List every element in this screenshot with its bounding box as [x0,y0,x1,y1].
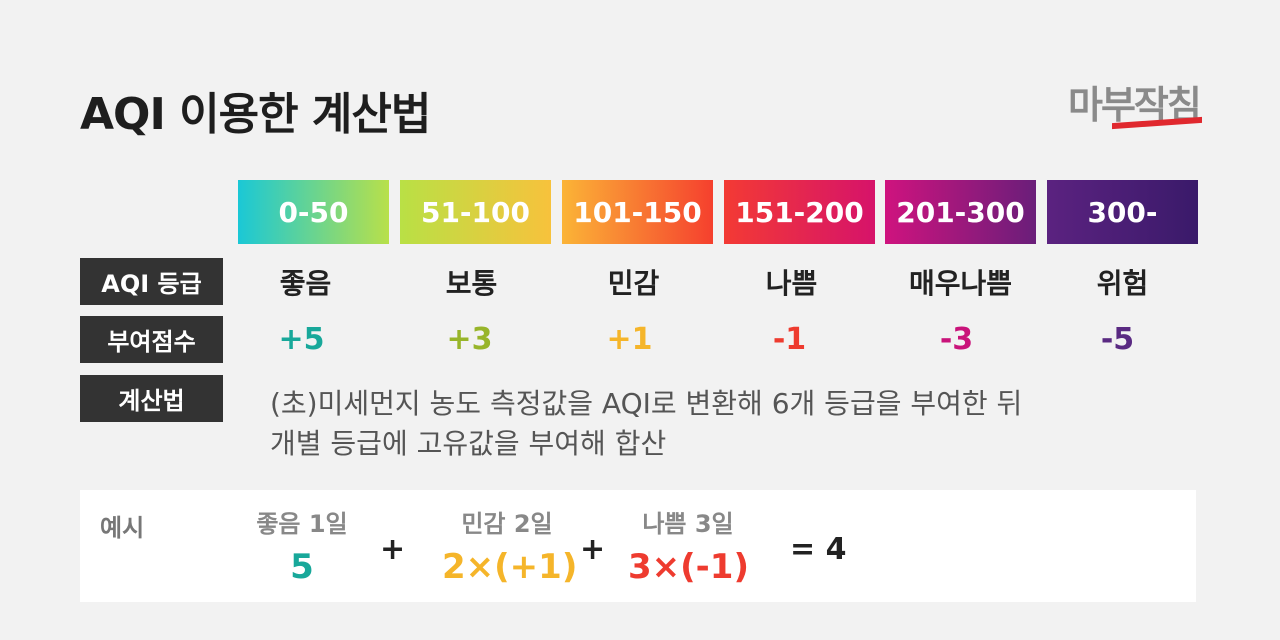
plus-sign: + [580,532,606,567]
score-3: -1 [772,322,807,357]
range-box-0: 0-50 [238,180,389,244]
range-box-4: 201-300 [885,180,1036,244]
grade-3: 나쁨 [765,267,818,300]
method-row-label: 계산법 [80,375,223,422]
score-1: +3 [446,322,493,357]
example-caption: 좋음 1일 [256,510,348,538]
example-label: 예시 [100,514,145,542]
range-box-3: 151-200 [724,180,875,244]
method-line-1: (초)미세먼지 농도 측정값을 AQI로 변환해 6개 등급을 부여한 뒤 [270,387,1023,420]
score-5: -5 [1100,322,1135,357]
example-value: 5 [290,547,314,587]
grade-5: 위험 [1096,267,1149,300]
page-title: AQI 이용한 계산법 [80,89,431,140]
example-result: = 4 [790,532,847,567]
example-caption: 민감 2일 [461,510,553,538]
score-4: -3 [939,322,974,357]
example-item-sensitive: 민감 2일 2×(+1) [442,504,578,587]
example-item-good: 좋음 1일 5 [248,504,356,587]
grade-2: 민감 [607,267,660,300]
method-description: (초)미세먼지 농도 측정값을 AQI로 변환해 6개 등급을 부여한 뒤 개별… [270,384,1170,464]
grade-4: 매우나쁨 [908,267,1013,300]
grade-0: 좋음 [279,267,332,300]
grade-row-label: AQI 등급 [80,258,223,305]
example-value: 2×(+1) [442,547,578,587]
score-2: +1 [606,322,653,357]
plus-sign: + [380,532,406,567]
range-box-2: 101-150 [562,180,713,244]
example-item-bad: 나쁨 3일 3×(-1) [628,504,749,587]
example-caption: 나쁨 3일 [642,510,734,538]
grade-1: 보통 [445,267,498,300]
method-line-2: 개별 등급에 고유값을 부여해 합산 [270,427,667,460]
example-value: 3×(-1) [628,547,749,587]
range-box-5: 300- [1047,180,1198,244]
example-panel: 예시 좋음 1일 5 + 민감 2일 2×(+1) + 나쁨 3일 3×(-1)… [80,490,1196,602]
score-0: +5 [278,322,325,357]
range-box-1: 51-100 [400,180,551,244]
score-row-label: 부여점수 [80,316,223,363]
